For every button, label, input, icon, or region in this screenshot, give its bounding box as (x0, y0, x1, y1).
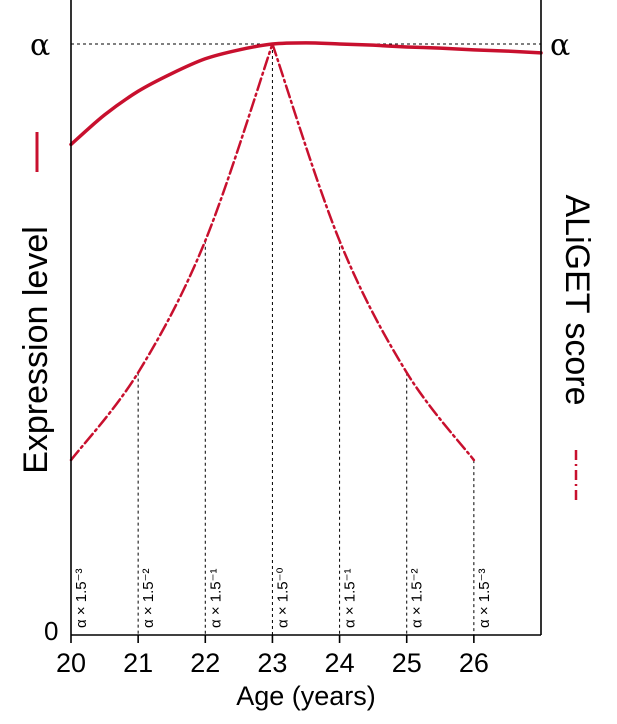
annotation-label: α × 1.5⁻¹ (207, 568, 224, 628)
annotation-label: α × 1.5⁻⁰ (274, 567, 291, 628)
alpha-right-label: α (550, 28, 570, 63)
annotation-label: α × 1.5⁻² (140, 568, 157, 628)
x-tick-label: 25 (392, 648, 422, 678)
x-tick-label: 26 (459, 648, 489, 678)
x-tick-label: 23 (257, 648, 287, 678)
annotation-label: α × 1.5⁻³ (476, 568, 493, 628)
y-axis-label-right-group: ALiGET score (558, 194, 596, 500)
y-axis-label-left-group: Expression level (17, 132, 55, 474)
alpha-left-label: α (30, 28, 50, 63)
annotation-label: α × 1.5⁻¹ (342, 568, 359, 628)
grid-layer (71, 43, 541, 635)
x-tick-label: 21 (123, 648, 153, 678)
x-tick-label: 24 (325, 648, 355, 678)
x-axis-label: Age (years) (236, 681, 376, 711)
axes-layer (70, 0, 542, 636)
annotation-layer: α × 1.5⁻³ α × 1.5⁻² α × 1.5⁻¹ α × 1.5⁻⁰ α × … (73, 567, 493, 628)
tick-layer: 20 21 22 23 24 25 26 (56, 635, 489, 678)
y-axis-label-left: Expression level (17, 226, 55, 474)
y-axis-label-right: ALiGET score (558, 194, 596, 405)
annotation-label: α × 1.5⁻³ (73, 568, 90, 628)
annotation-label: α × 1.5⁻² (409, 568, 426, 628)
x-tick-label: 22 (190, 648, 220, 678)
series-expression-line (69, 41, 543, 147)
y-zero-label: 0 (44, 616, 58, 646)
series-layer (69, 41, 543, 462)
series-aliget-line (69, 42, 476, 462)
x-tick-label: 20 (56, 648, 86, 678)
